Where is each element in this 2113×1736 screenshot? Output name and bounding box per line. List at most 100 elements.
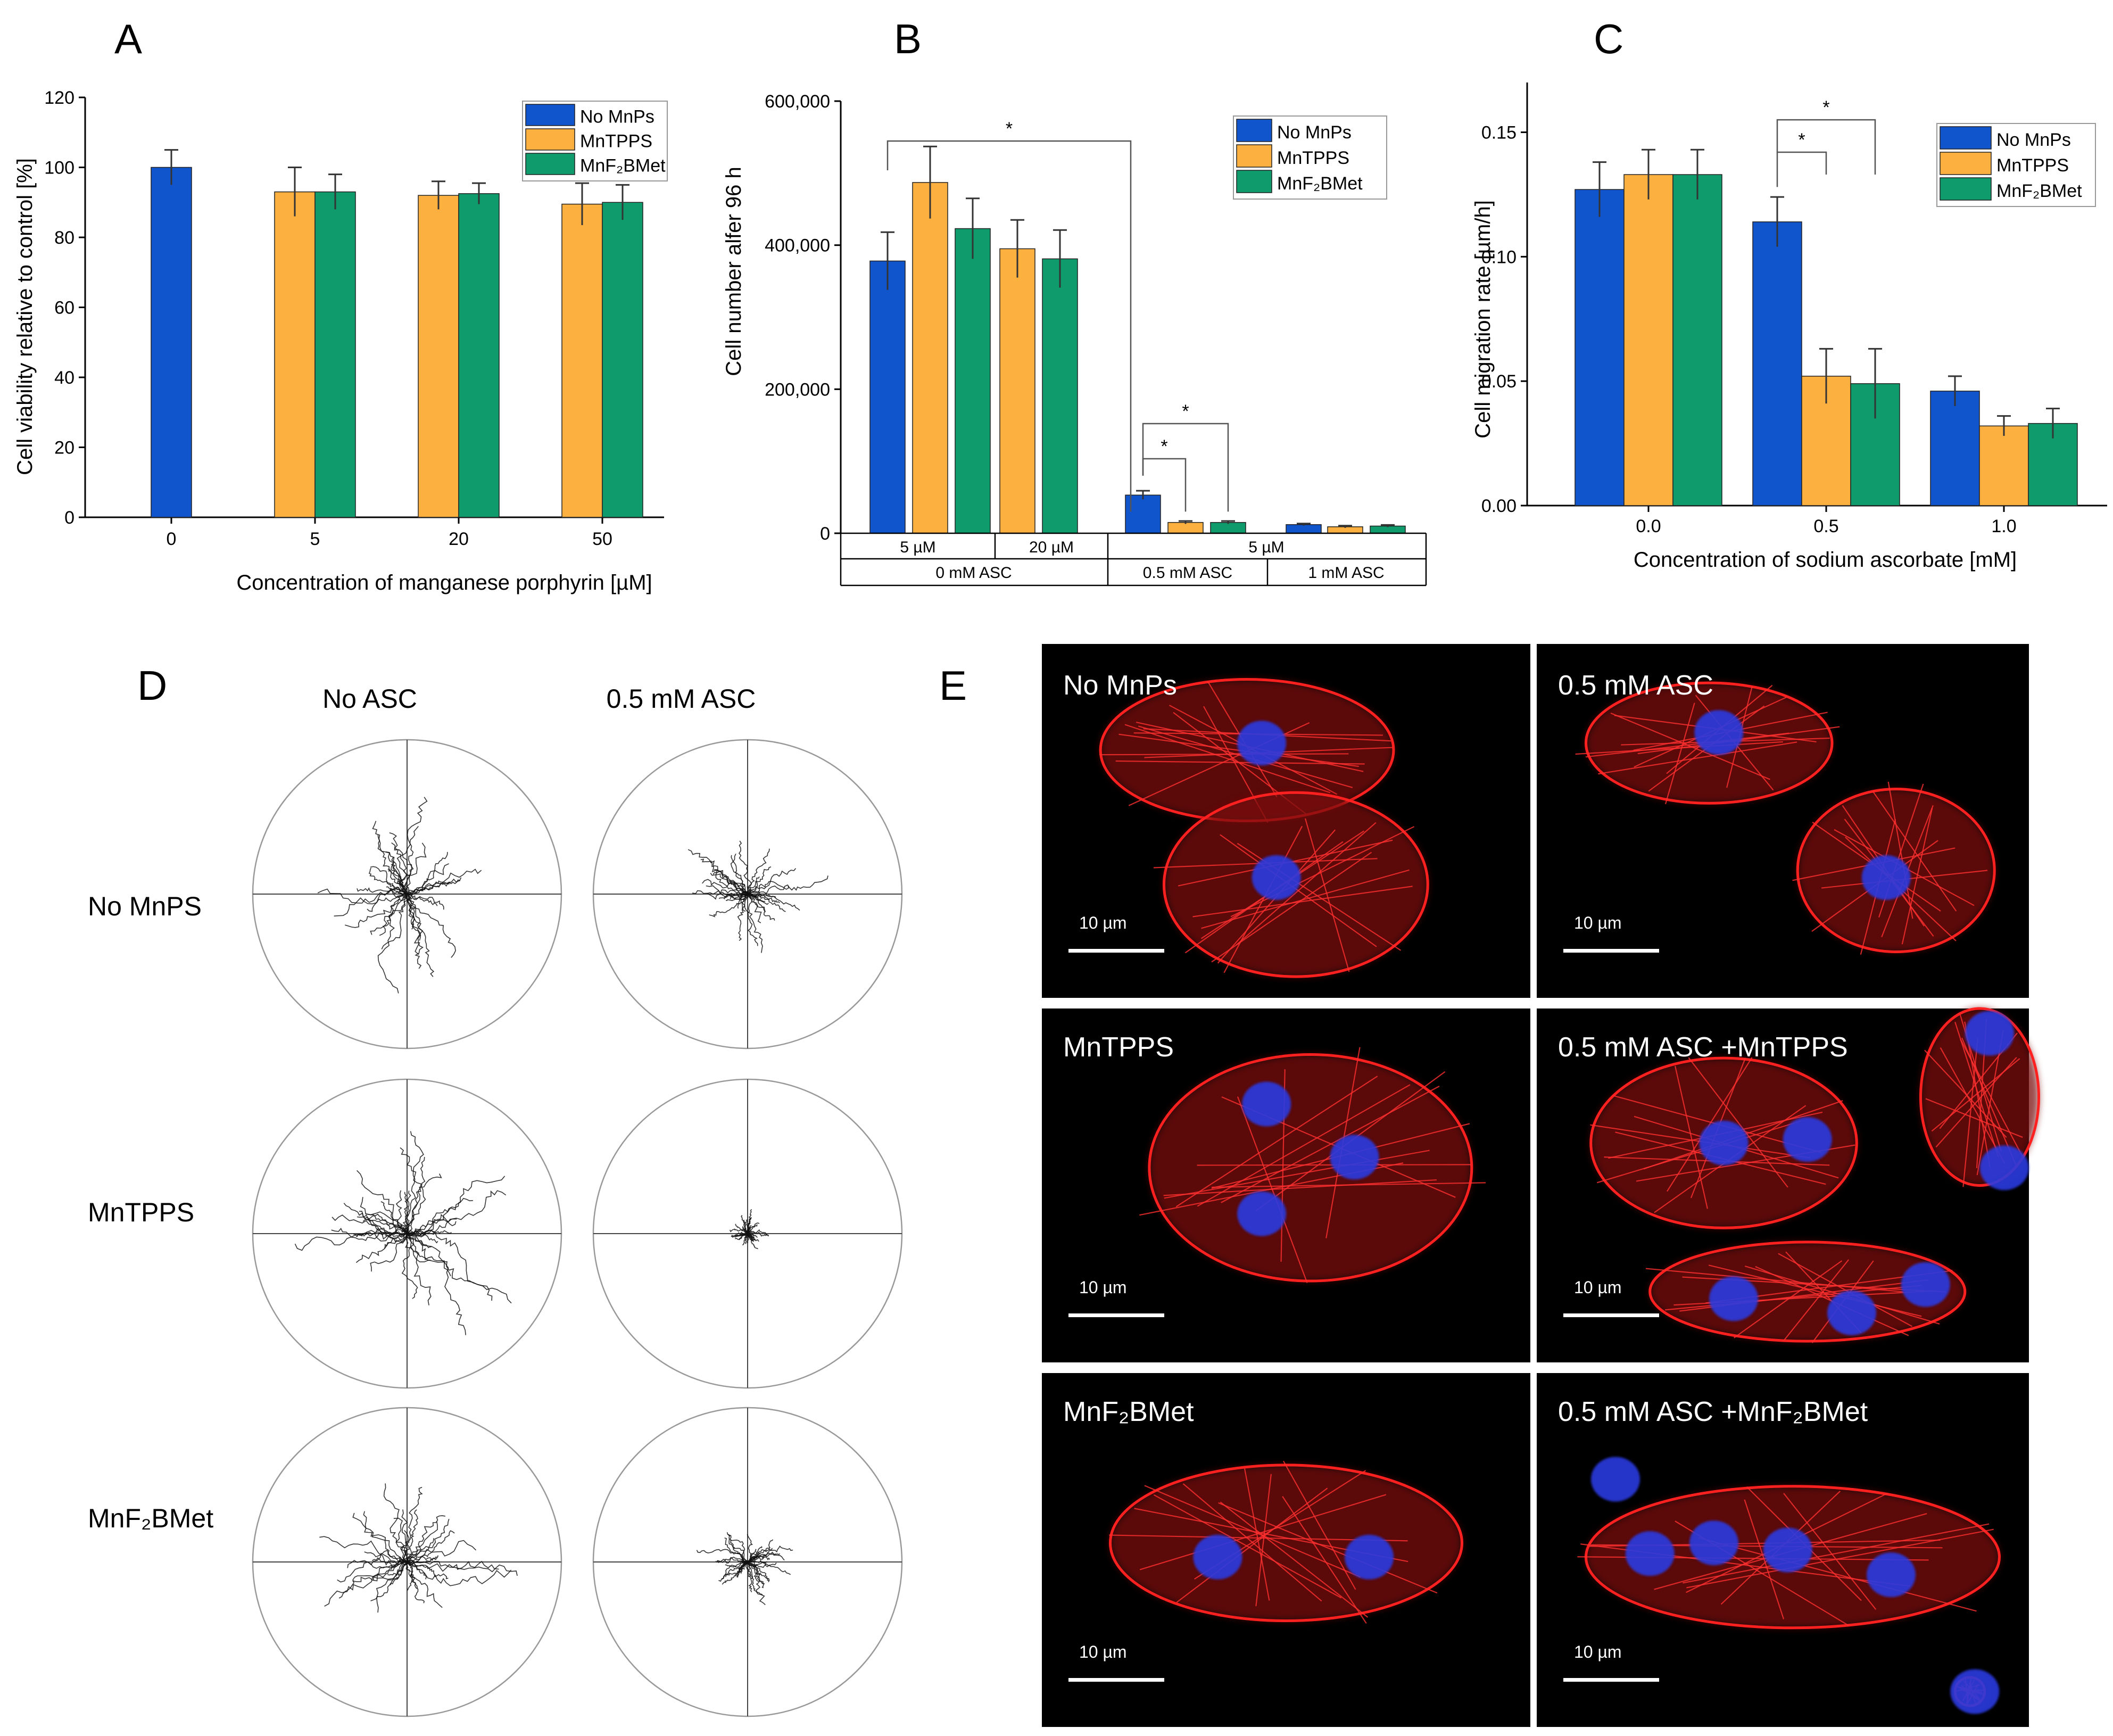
nucleus [1783, 1117, 1832, 1162]
chart-b-significance-star: * [1161, 436, 1167, 457]
actin-fiber [1153, 1494, 1342, 1599]
trajectory-track [747, 868, 797, 895]
panel-letter-b: B [894, 15, 922, 62]
trajectory-track [406, 1509, 418, 1563]
chart-a-xtick-label: 5 [310, 529, 320, 549]
trajectory-track [747, 875, 828, 897]
cell-membrane [1919, 1007, 2040, 1187]
nucleus [1867, 1552, 1916, 1598]
trajectory-track [741, 1215, 748, 1234]
trajectory-track [718, 1561, 748, 1582]
trajectory-track [380, 1201, 409, 1234]
nucleus [1694, 710, 1744, 755]
trajectory-track [407, 1233, 466, 1335]
trajectory-track [407, 1220, 457, 1238]
chart-c-bars [1575, 148, 2078, 506]
chart-b-cat-asc: 0 mM ASC [935, 564, 1012, 582]
trajectory-track [370, 1233, 408, 1272]
chart-a-ytick-label: 0 [64, 508, 74, 528]
trajectory-track [717, 1557, 748, 1564]
trajectory-track [294, 1232, 408, 1251]
chart-c-bar [1672, 174, 1722, 506]
chart-a-ytick-label: 120 [44, 88, 74, 108]
actin-fiber [1283, 1460, 1356, 1590]
micrograph-label: No MnPs [1063, 670, 1177, 701]
micrograph-label: MnTPPS [1063, 1032, 1174, 1063]
chart-b-cat-conc: 5 µM [900, 539, 935, 556]
chart-b-significance-star: * [1182, 401, 1189, 421]
chart-b-bar [1370, 525, 1406, 534]
trajectory-track [407, 1233, 431, 1261]
chart-c-significance-star: * [1822, 97, 1829, 118]
actin-fiber [1237, 1096, 1308, 1283]
actin-fiber [1610, 712, 1770, 780]
scale-bar [1068, 1678, 1164, 1682]
trajectory-track [707, 890, 748, 900]
micrograph: MnTPPS 10 µm [1042, 1008, 1530, 1362]
chart-c: 0.000.050.100.150.0 0.5 1.0 ** Concentrati… [1471, 82, 2107, 572]
chart-c-ytick-label: 0.15 [1481, 123, 1517, 143]
actin-fiber [1282, 1496, 1367, 1624]
trajectory-track [718, 892, 748, 900]
trajectory-track [747, 1233, 758, 1250]
chart-a-ylabel: Cell viability relative to control [%] [13, 158, 37, 475]
chart-c-legend-swatch-0 [1940, 126, 1992, 150]
trajectory-plot [592, 739, 903, 1049]
actin-fiber [1962, 1038, 1979, 1187]
trajectory-track [706, 885, 748, 900]
chart-b-axes: 0 200,000 400,000 600,000 [765, 92, 842, 544]
trajectory-track [726, 1532, 748, 1563]
micrograph: MnF₂BMet 10 µm [1042, 1373, 1530, 1727]
trajectory-track [387, 1561, 408, 1576]
trajectory-track [363, 1511, 408, 1563]
trajectory-track [383, 1483, 408, 1563]
actin-fiber [1734, 1260, 1843, 1338]
chart-b-bar [999, 248, 1035, 534]
trajectory-track [727, 1534, 748, 1563]
actin-fiber [1221, 1086, 1440, 1203]
chart-c-significance-bracket [1776, 119, 1876, 175]
trajectory-track [405, 1561, 414, 1591]
chart-c-xlabel: Concentration of sodium ascorbate [mM] [1634, 548, 2017, 572]
trajectory-track [747, 1539, 774, 1563]
micrograph: 0.5 mM ASC 10 µm [1537, 644, 2029, 998]
trajectory-track [319, 1536, 408, 1566]
trajectory-track [692, 890, 748, 900]
scale-bar [1563, 1313, 1659, 1317]
actin-fiber [1674, 1065, 1708, 1209]
trajectory-track [687, 849, 748, 895]
chart-a-legend-label-2: MnF₂BMet [580, 156, 666, 176]
micrograph-label: MnF₂BMet [1063, 1396, 1194, 1427]
chart-b-significance-bracket [1142, 423, 1229, 512]
trajectory-track [405, 1233, 432, 1305]
trajectory-track [387, 869, 408, 895]
nucleus [1237, 721, 1287, 766]
trajectory-track [357, 1170, 408, 1234]
chart-b-cat-asc: 0.5 mM ASC [1143, 564, 1232, 582]
actin-fiber [1175, 1076, 1378, 1208]
chart-b-legend-swatch-1 [1236, 144, 1272, 168]
trajectory-track [730, 853, 748, 895]
actin-fiber [1901, 808, 1933, 945]
panel-letter-c: C [1594, 15, 1623, 62]
trajectory-track [407, 894, 424, 955]
chart-a-ytick-label: 60 [54, 298, 74, 318]
chart-b-legend-swatch-2 [1236, 170, 1272, 193]
chart-a-xtick-label: 0 [167, 529, 177, 549]
trajectory-track [407, 1561, 449, 1580]
trajectory-track [352, 1512, 408, 1563]
trajectory-track [402, 1191, 411, 1234]
cell-membrane [1648, 1241, 1967, 1343]
panel-letter-a: A [114, 15, 142, 62]
chart-b-bar [869, 260, 906, 534]
trajectory-track [338, 1561, 408, 1599]
panel-d-col-no-asc: No ASC [322, 684, 417, 714]
scale-bar-label: 10 µm [1079, 913, 1127, 932]
chart-b-ytick-label: 0 [820, 524, 830, 544]
chart-a-bar [602, 202, 643, 518]
trajectory-track [747, 1545, 793, 1563]
trajectory-track [735, 1224, 748, 1234]
trajectory-track [745, 1561, 752, 1579]
nucleus [1242, 1081, 1291, 1127]
